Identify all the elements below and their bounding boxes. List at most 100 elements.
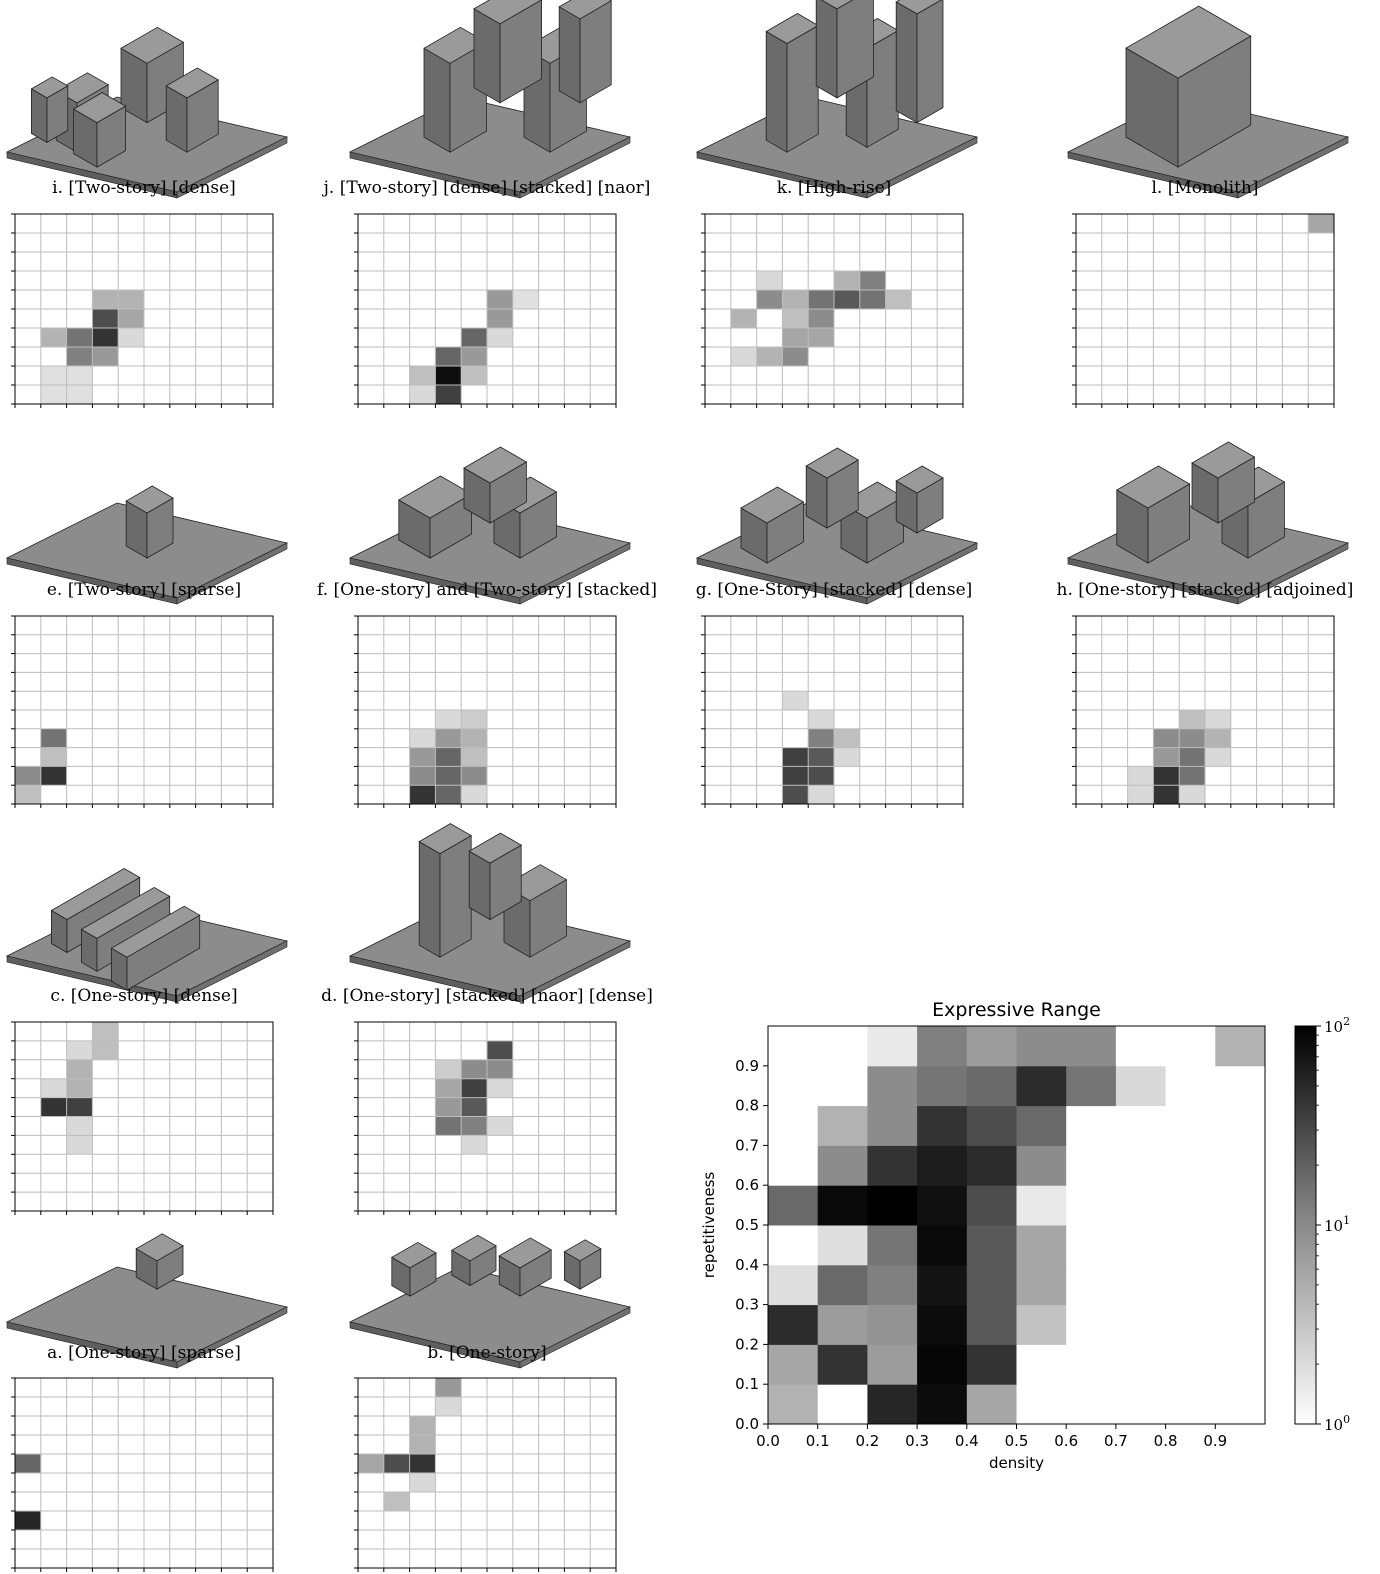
er-cell-6-0 bbox=[768, 1145, 819, 1186]
heatmap-l-cell-0 bbox=[1308, 214, 1334, 233]
y-axis-label: repetitiveness bbox=[700, 1172, 718, 1279]
er-cell-2-0 bbox=[768, 1304, 819, 1345]
heatmap-a-cell-1 bbox=[15, 1511, 41, 1530]
er-cell-1-0 bbox=[768, 1344, 819, 1385]
heatmap-k-cell-2 bbox=[859, 271, 886, 290]
er-cell-7-7 bbox=[1115, 1105, 1167, 1146]
er-cell-1-9 bbox=[1215, 1344, 1266, 1385]
building-renders bbox=[5, 0, 1350, 1369]
er-cell-3-2 bbox=[867, 1264, 918, 1306]
heatmap-i-cell-6 bbox=[92, 328, 119, 347]
er-cell-3-7 bbox=[1115, 1264, 1167, 1306]
heatmap-h-cell-2 bbox=[1153, 728, 1180, 748]
render-l bbox=[1066, 5, 1350, 199]
heatmap-k-cell-14 bbox=[730, 347, 757, 366]
er-cell-9-4 bbox=[966, 1026, 1017, 1067]
er-cell-8-0 bbox=[768, 1065, 819, 1107]
heatmap-a-cell-0 bbox=[15, 1454, 41, 1473]
er-cell-6-3 bbox=[917, 1145, 968, 1186]
render-k bbox=[695, 0, 979, 199]
er-cell-0-6 bbox=[1066, 1384, 1117, 1425]
heatmap-d-cell-12 bbox=[461, 1135, 487, 1155]
heatmap-h-cell-0 bbox=[1179, 710, 1205, 729]
heatmap-i-cell-9 bbox=[92, 347, 119, 366]
render-j bbox=[348, 0, 632, 199]
heatmap-h-cell-9 bbox=[1153, 766, 1180, 786]
heatmap-b-cell-0 bbox=[435, 1378, 462, 1397]
heatmap-j-cell-7 bbox=[409, 366, 436, 385]
heatmap-i-cell-12 bbox=[40, 385, 67, 404]
caption-k: k. [High-rise] bbox=[777, 178, 892, 198]
heatmap-j bbox=[354, 213, 617, 408]
caption-d: d. [One-story] [stacked] [naor] [dense] bbox=[321, 986, 653, 1006]
er-cell-6-9 bbox=[1215, 1145, 1266, 1186]
heatmap-j-cell-11 bbox=[435, 385, 462, 404]
er-cell-4-4 bbox=[966, 1225, 1017, 1266]
er-cell-0-0 bbox=[768, 1384, 819, 1425]
heatmap-j-cell-5 bbox=[435, 347, 462, 366]
heatmap-k-cell-6 bbox=[834, 290, 860, 309]
heatmap-g-cell-1 bbox=[808, 710, 834, 729]
caption-b: b. [One-story] bbox=[427, 1343, 546, 1363]
er-cell-1-7 bbox=[1115, 1344, 1167, 1385]
heatmap-k-cell-5 bbox=[808, 290, 834, 309]
heatmap-e-cell-4 bbox=[15, 785, 41, 804]
caption-h: h. [One-story] [stacked] [adjoined] bbox=[1057, 580, 1354, 600]
er-cell-3-8 bbox=[1165, 1264, 1216, 1306]
small-heatmaps bbox=[11, 213, 1335, 1572]
render-h bbox=[1066, 441, 1350, 605]
heatmap-f-cell-7 bbox=[461, 747, 487, 767]
er-cell-8-6 bbox=[1066, 1065, 1117, 1107]
er-cell-9-5 bbox=[1016, 1026, 1067, 1067]
x-tick-label: 0.3 bbox=[905, 1432, 929, 1450]
er-cell-6-6 bbox=[1066, 1145, 1117, 1186]
heatmap-j-cell-9 bbox=[461, 366, 487, 385]
x-tick-label: 0.0 bbox=[756, 1432, 780, 1450]
x-tick-label: 0.7 bbox=[1104, 1432, 1128, 1450]
er-cell-2-4 bbox=[966, 1304, 1017, 1345]
er-cell-2-3 bbox=[917, 1304, 968, 1345]
heatmap-c-cell-0 bbox=[92, 1022, 119, 1041]
heatmap-e bbox=[11, 615, 274, 808]
heatmap-f-cell-4 bbox=[461, 728, 487, 748]
heatmap-b-cell-4 bbox=[358, 1454, 384, 1473]
er-cell-8-8 bbox=[1165, 1065, 1216, 1107]
heatmap-c-cell-5 bbox=[66, 1078, 93, 1098]
er-cell-3-1 bbox=[817, 1264, 868, 1306]
heatmap-a bbox=[11, 1377, 274, 1572]
heatmap-g-cell-8 bbox=[808, 766, 834, 786]
heatmap-k-cell-1 bbox=[834, 271, 860, 290]
y-tick-label: 0.7 bbox=[735, 1136, 759, 1154]
colorbar-tick-label: 102 bbox=[1324, 1015, 1350, 1036]
heatmap-i-cell-5 bbox=[66, 328, 93, 347]
heatmap-f-cell-2 bbox=[409, 728, 436, 748]
er-cell-2-5 bbox=[1016, 1304, 1067, 1345]
er-cell-7-6 bbox=[1066, 1105, 1117, 1146]
er-cell-7-5 bbox=[1016, 1105, 1067, 1146]
heatmap-b-cell-2 bbox=[409, 1416, 436, 1435]
heatmap-c-cell-6 bbox=[40, 1097, 67, 1117]
colorbar-tick-label: 100 bbox=[1324, 1413, 1350, 1434]
heatmap-k-cell-9 bbox=[730, 309, 757, 328]
heatmap-d-cell-9 bbox=[435, 1116, 462, 1136]
caption-a: a. [One-story] [sparse] bbox=[47, 1343, 241, 1363]
render-i bbox=[5, 26, 289, 199]
y-tick-label: 0.8 bbox=[735, 1097, 759, 1115]
heatmap-d-cell-4 bbox=[435, 1078, 462, 1098]
er-cell-5-4 bbox=[966, 1185, 1017, 1226]
er-cell-9-7 bbox=[1115, 1026, 1167, 1067]
heatmap-g-cell-6 bbox=[834, 747, 860, 767]
heatmap-f-cell-11 bbox=[409, 785, 436, 804]
x-axis-label: density bbox=[989, 1454, 1044, 1472]
heatmap-b-cell-7 bbox=[409, 1473, 436, 1492]
heatmap-i-cell-11 bbox=[66, 366, 93, 385]
heatmap-k-cell-8 bbox=[885, 290, 912, 309]
er-cell-9-8 bbox=[1165, 1026, 1216, 1067]
render-g bbox=[695, 447, 979, 605]
heatmap-k-cell-10 bbox=[782, 309, 809, 328]
heatmap-g-cell-7 bbox=[782, 766, 809, 786]
er-cell-9-0 bbox=[768, 1026, 819, 1067]
heatmap-f-cell-0 bbox=[435, 710, 462, 729]
caption-g: g. [One-Story] [stacked] [dense] bbox=[696, 580, 973, 600]
